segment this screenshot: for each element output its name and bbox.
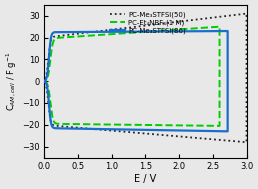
PC-Me₃STFSI(50) <box>135 132 139 134</box>
Line: PC-Me₃STFSI(50): PC-Me₃STFSI(50) <box>44 14 246 142</box>
X-axis label: E / V: E / V <box>134 174 157 184</box>
PC-Et₄NBF₄(1 M) <box>82 123 85 125</box>
PC-Me₃STFSI(86) <box>208 130 211 132</box>
PC-Et₄NBF₄(1 M) <box>186 124 189 127</box>
PC-Me₃STFSI(86) <box>43 80 46 83</box>
PC-Me₃STFSI(86) <box>171 30 174 33</box>
PC-Me₃STFSI(50) <box>43 79 46 81</box>
PC-Me₃STFSI(86) <box>192 130 196 132</box>
Y-axis label: C$_{AM,cell}$ / F g$^{-1}$: C$_{AM,cell}$ / F g$^{-1}$ <box>5 51 19 111</box>
Line: PC-Et₄NBF₄(1 M): PC-Et₄NBF₄(1 M) <box>44 27 220 126</box>
PC-Me₃STFSI(50) <box>89 128 92 130</box>
PC-Me₃STFSI(50) <box>126 27 129 29</box>
PC-Et₄NBF₄(1 M) <box>218 125 221 127</box>
PC-Me₃STFSI(86) <box>226 30 229 32</box>
PC-Me₃STFSI(50) <box>83 32 86 34</box>
PC-Me₃STFSI(50) <box>245 141 248 143</box>
PC-Me₃STFSI(86) <box>226 130 229 132</box>
PC-Et₄NBF₄(1 M) <box>119 32 122 35</box>
PC-Et₄NBF₄(1 M) <box>200 125 203 127</box>
PC-Me₃STFSI(86) <box>84 128 87 130</box>
Line: PC-Me₃STFSI(86): PC-Me₃STFSI(86) <box>44 31 228 131</box>
PC-Et₄NBF₄(1 M) <box>43 80 46 83</box>
PC-Et₄NBF₄(1 M) <box>165 29 168 31</box>
Legend: PC-Me₃STFSI(50), PC-Et₄NBF₄(1 M), PC-Me₃STFSI(86): PC-Me₃STFSI(50), PC-Et₄NBF₄(1 M), PC-Me₃… <box>108 10 187 36</box>
PC-Et₄NBF₄(1 M) <box>218 26 221 28</box>
PC-Et₄NBF₄(1 M) <box>70 36 73 38</box>
PC-Me₃STFSI(50) <box>245 12 248 15</box>
PC-Me₃STFSI(50) <box>43 81 46 84</box>
PC-Me₃STFSI(50) <box>145 132 148 135</box>
PC-Et₄NBF₄(1 M) <box>43 80 46 83</box>
PC-Me₃STFSI(86) <box>43 80 46 83</box>
PC-Me₃STFSI(86) <box>122 30 125 33</box>
PC-Me₃STFSI(50) <box>43 81 46 84</box>
PC-Me₃STFSI(86) <box>71 31 75 33</box>
